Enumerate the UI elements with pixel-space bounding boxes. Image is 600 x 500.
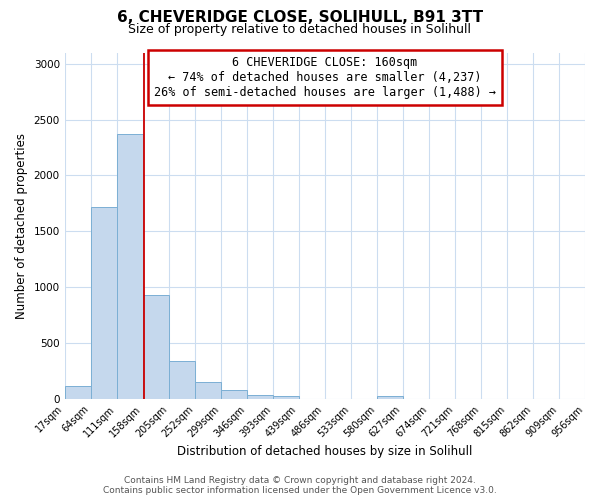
Text: Size of property relative to detached houses in Solihull: Size of property relative to detached ho… (128, 22, 472, 36)
Bar (65, 386, 91, 399)
Bar (273, 396, 299, 399)
Bar (169, 361, 195, 399)
Bar (247, 394, 273, 399)
Y-axis label: Number of detached properties: Number of detached properties (15, 133, 28, 319)
Text: 6, CHEVERIDGE CLOSE, SOLIHULL, B91 3TT: 6, CHEVERIDGE CLOSE, SOLIHULL, B91 3TT (117, 10, 483, 25)
Text: Contains HM Land Registry data © Crown copyright and database right 2024.
Contai: Contains HM Land Registry data © Crown c… (103, 476, 497, 495)
Bar (221, 390, 247, 399)
Bar (117, 134, 143, 399)
Bar (377, 396, 403, 399)
Bar (91, 207, 117, 399)
Bar (143, 295, 169, 399)
X-axis label: Distribution of detached houses by size in Solihull: Distribution of detached houses by size … (177, 444, 473, 458)
Text: 6 CHEVERIDGE CLOSE: 160sqm
← 74% of detached houses are smaller (4,237)
26% of s: 6 CHEVERIDGE CLOSE: 160sqm ← 74% of deta… (154, 56, 496, 99)
Bar (195, 382, 221, 399)
